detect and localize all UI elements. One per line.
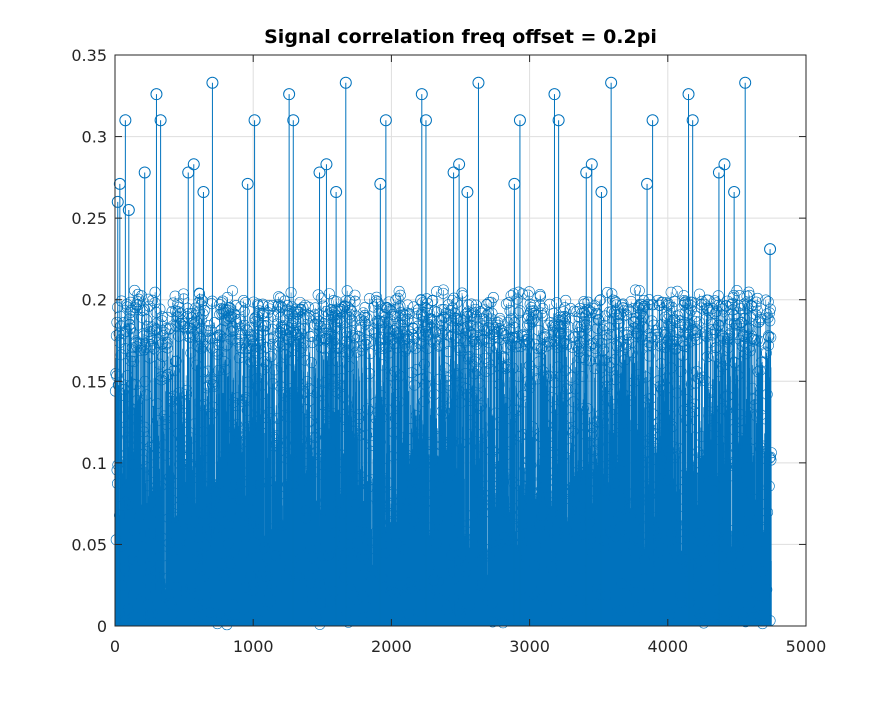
peak-marker <box>113 177 126 190</box>
peak-marker <box>513 114 526 127</box>
peak-marker <box>552 114 565 127</box>
peak-marker <box>415 88 428 101</box>
peak-marker <box>339 76 352 89</box>
x-tick-label: 4000 <box>647 637 688 656</box>
peak-marker <box>686 114 699 127</box>
peak-marker <box>287 114 300 127</box>
chart-title: Signal correlation freq offset = 0.2pi <box>264 26 657 48</box>
peak-marker <box>313 166 326 179</box>
peak-marker <box>206 76 219 89</box>
peak-marker <box>119 114 132 127</box>
peak-marker <box>138 166 151 179</box>
y-tick-label: 0.05 <box>71 535 107 554</box>
peak-marker <box>241 177 254 190</box>
peak-marker <box>197 186 210 199</box>
y-tick-label: 0 <box>97 617 107 636</box>
y-tick-label: 0.15 <box>71 372 107 391</box>
y-tick-label: 0.1 <box>82 454 107 473</box>
peak-marker <box>154 114 167 127</box>
peak-marker <box>739 76 752 89</box>
peak-marker <box>379 114 392 127</box>
peak-marker <box>453 158 466 171</box>
y-tick-label: 0.35 <box>71 46 107 65</box>
y-tick-label: 0.25 <box>71 209 107 228</box>
peak-marker <box>718 158 731 171</box>
peak-marker <box>764 243 777 256</box>
peak-marker <box>595 186 608 199</box>
peak-marker <box>320 158 333 171</box>
peak-marker <box>187 158 200 171</box>
x-tick-label: 3000 <box>509 637 550 656</box>
peak-marker <box>605 76 618 89</box>
peak-marker <box>374 177 387 190</box>
peak-marker <box>472 76 485 89</box>
peak-marker <box>461 186 474 199</box>
axes-box <box>114 54 807 627</box>
peak-marker <box>548 88 561 101</box>
peak-marker <box>508 177 521 190</box>
peak-marker <box>682 88 695 101</box>
dense-markers <box>109 284 777 631</box>
peak-marker <box>641 177 654 190</box>
peak-markers <box>111 76 777 626</box>
x-tick-label: 0 <box>110 637 120 656</box>
peak-marker <box>585 158 598 171</box>
x-tick-label: 2000 <box>371 637 412 656</box>
peak-marker <box>728 186 741 199</box>
y-tick-label: 0.2 <box>82 291 107 310</box>
peak-marker <box>330 186 343 199</box>
peak-marker <box>419 114 432 127</box>
x-axis: 0 1000 2000 3000 4000 5000 <box>110 55 826 656</box>
peak-marker <box>150 88 163 101</box>
y-axis: 0 0.05 0.1 0.15 0.2 0.25 0.3 0.35 <box>71 46 806 636</box>
peak-marker <box>283 88 296 101</box>
peak-marker <box>122 203 135 216</box>
peak-marker <box>111 195 124 208</box>
peak-marker <box>646 114 659 127</box>
x-tick-label: 5000 <box>786 637 827 656</box>
peak-marker <box>248 114 261 127</box>
y-tick-label: 0.3 <box>82 128 107 147</box>
x-tick-label: 1000 <box>233 637 274 656</box>
